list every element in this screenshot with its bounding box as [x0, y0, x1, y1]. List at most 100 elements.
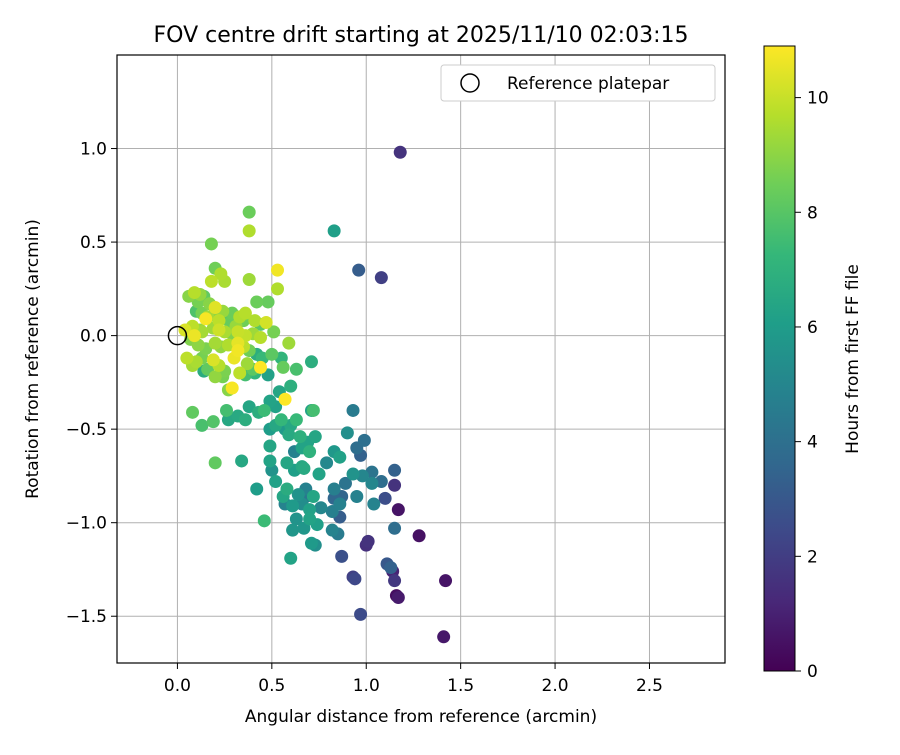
data-point: [335, 549, 349, 563]
data-point: [208, 456, 222, 470]
data-point: [187, 286, 201, 300]
y-axis-label: Rotation from reference (arcmin): [23, 219, 43, 499]
data-point: [297, 521, 311, 535]
data-point: [204, 237, 218, 251]
data-point: [206, 353, 220, 367]
colorbar-tick-label: 2: [807, 547, 818, 567]
colorbar-tick-label: 0: [807, 662, 818, 682]
data-point: [254, 360, 268, 374]
data-point: [274, 413, 288, 427]
data-point: [242, 224, 256, 238]
data-point: [204, 274, 218, 288]
data-point: [437, 630, 451, 644]
x-tick-label: 1.0: [353, 676, 380, 696]
data-point: [340, 426, 354, 440]
data-point: [250, 482, 264, 496]
data-point: [257, 403, 271, 417]
data-point: [374, 271, 388, 285]
colorbar-tick-label: 4: [807, 433, 818, 453]
data-point: [270, 263, 284, 277]
data-point: [289, 512, 303, 526]
data-point: [250, 295, 264, 309]
data-point: [346, 403, 360, 417]
colorbar: 0 2 4 6 8 10 Hours from first FF file: [763, 45, 863, 682]
data-point: [233, 366, 247, 380]
colorbar-tick-label: 8: [807, 203, 818, 223]
data-point: [338, 476, 352, 490]
data-points: [178, 145, 453, 644]
colorbar-tick-label: 10: [807, 89, 829, 109]
data-point: [303, 503, 317, 517]
data-point: [206, 415, 220, 429]
data-point: [350, 490, 364, 504]
data-point: [240, 357, 254, 371]
data-point: [327, 224, 341, 238]
data-point: [314, 501, 328, 515]
data-point: [278, 392, 292, 406]
data-point: [199, 312, 213, 326]
data-point: [365, 476, 379, 490]
data-point: [388, 521, 402, 535]
data-point: [286, 499, 300, 513]
data-point: [180, 351, 194, 365]
y-tick-label: 0.0: [80, 327, 107, 347]
legend-marker-icon: [460, 73, 480, 93]
data-point: [242, 272, 256, 286]
y-tick-label: −0.5: [66, 420, 107, 440]
data-point: [267, 325, 281, 339]
data-point: [187, 329, 201, 343]
data-point: [303, 512, 317, 526]
data-point: [238, 413, 252, 427]
data-point: [254, 330, 268, 344]
data-point: [270, 282, 284, 296]
data-point: [303, 445, 317, 459]
data-point: [439, 574, 453, 588]
data-point: [291, 488, 305, 502]
data-point: [280, 482, 294, 496]
data-point: [312, 467, 326, 481]
x-tick-label: 0.5: [258, 676, 285, 696]
data-point: [388, 478, 402, 492]
plot-frame: [116, 54, 726, 664]
data-point: [238, 306, 252, 320]
x-axis-label: Angular distance from reference (arcmin): [245, 707, 597, 727]
colorbar-ticks: 0 2 4 6 8 10: [795, 89, 829, 682]
data-point: [284, 551, 298, 565]
data-point: [289, 413, 303, 427]
data-point: [186, 405, 200, 419]
data-point: [391, 591, 405, 605]
y-tick-label: 0.5: [80, 233, 107, 253]
data-point: [208, 301, 222, 315]
data-point: [327, 482, 341, 496]
legend: Reference platepar: [440, 64, 716, 102]
colorbar-gradient: [763, 45, 796, 672]
data-point: [346, 467, 360, 481]
data-point: [231, 325, 245, 339]
data-point: [231, 344, 245, 358]
data-point: [248, 314, 262, 328]
reference-marker: [167, 325, 188, 346]
data-point: [348, 572, 362, 586]
data-point: [354, 607, 368, 621]
data-point: [259, 316, 273, 330]
data-point: [388, 463, 402, 477]
data-point: [308, 430, 322, 444]
data-point: [261, 295, 275, 309]
legend-label: Reference platepar: [507, 74, 669, 94]
data-point: [220, 403, 234, 417]
data-point: [391, 503, 405, 517]
data-point: [357, 433, 371, 447]
data-point: [412, 529, 426, 543]
data-point: [293, 430, 307, 444]
grid-lines: [117, 55, 725, 663]
data-point: [320, 456, 334, 470]
data-point: [306, 403, 320, 417]
data-point: [378, 491, 392, 505]
colorbar-label: Hours from first FF file: [843, 264, 863, 454]
chart-title: FOV centre drift starting at 2025/11/10 …: [154, 23, 689, 48]
data-point: [352, 263, 366, 277]
data-point: [269, 475, 283, 489]
data-point: [225, 381, 239, 395]
data-point: [361, 534, 375, 548]
